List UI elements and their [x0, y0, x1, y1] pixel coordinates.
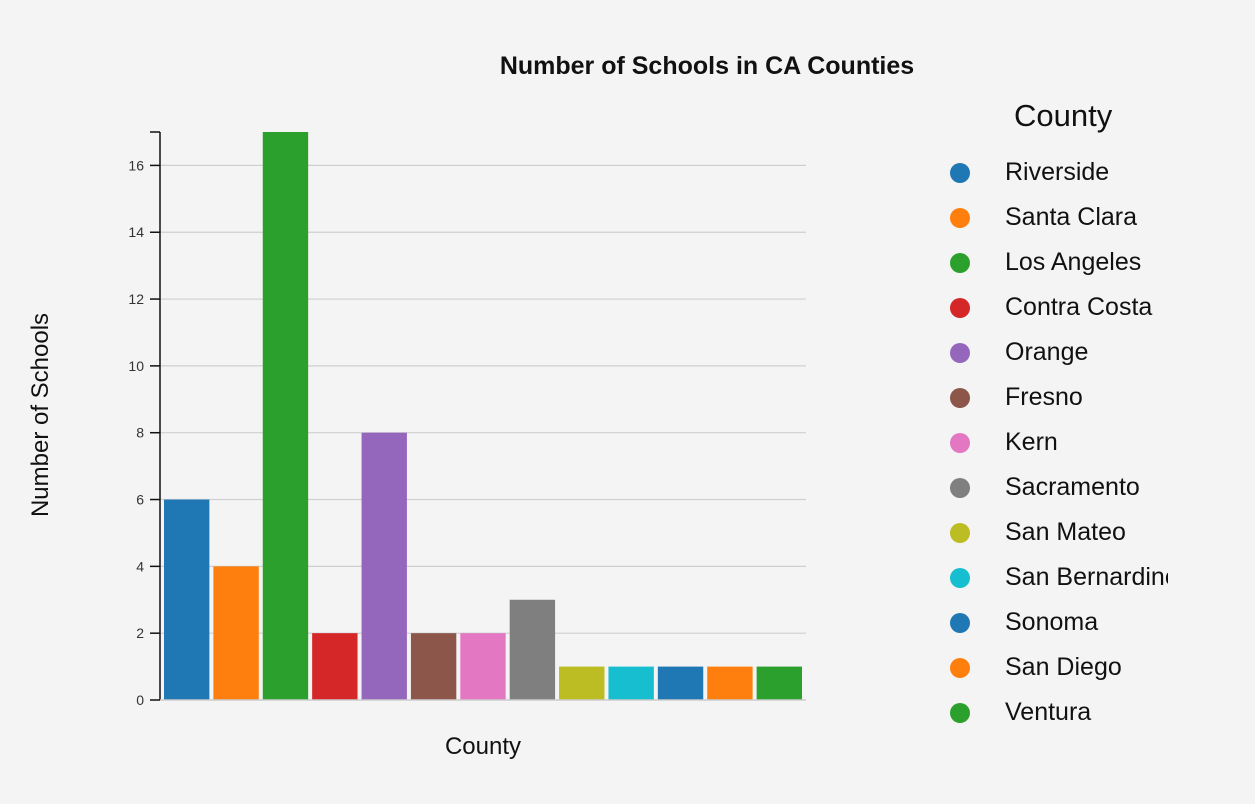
legend-swatch	[950, 567, 970, 588]
legend-swatch	[950, 522, 970, 543]
y-tick-label: 12	[128, 291, 144, 307]
legend-label: Ventura	[1005, 698, 1092, 726]
legend-swatch	[950, 702, 970, 723]
legend-label: Orange	[1005, 338, 1089, 366]
legend-item: Sonoma	[940, 600, 1180, 645]
legend-swatch	[950, 207, 970, 228]
chart-title: Number of Schools in CA Counties	[499, 52, 915, 80]
bar-orange	[361, 432, 407, 700]
legend-label: Santa Clara	[1005, 203, 1138, 231]
x-axis-label: County	[444, 733, 522, 760]
bar-ventura	[756, 666, 802, 700]
legend-label: Los Angeles	[1005, 248, 1142, 276]
bar-sonoma	[657, 666, 704, 700]
legend-label: San Diego	[1005, 653, 1122, 681]
legend-item: Orange	[940, 330, 1180, 375]
legend-swatch	[950, 612, 970, 633]
legend-swatch	[950, 297, 970, 318]
y-tick-label: 8	[136, 425, 144, 441]
legend-swatch	[950, 657, 970, 678]
legend-item: Fresno	[940, 375, 1180, 420]
legend-label: San Bernardino	[1005, 563, 1168, 591]
legend-item: Los Angeles	[940, 240, 1180, 285]
legend-swatch	[950, 252, 970, 273]
y-tick-label: 2	[136, 625, 144, 641]
legend-item: Kern	[940, 420, 1180, 465]
legend-item: San Diego	[940, 645, 1180, 690]
bar-contra-costa	[312, 633, 358, 700]
legend-swatch	[950, 342, 970, 363]
legend-label: San Mateo	[1005, 518, 1126, 546]
legend-label: Contra Costa	[1005, 293, 1153, 321]
legend-item: Ventura	[940, 690, 1180, 735]
legend: County Riverside Santa Clara Los Angeles Co…	[940, 98, 1180, 735]
bar-fresno	[410, 633, 457, 700]
y-tick-label: 6	[136, 492, 144, 508]
legend-swatch	[950, 432, 970, 453]
bar-riverside	[164, 499, 210, 700]
y-tick-label: 10	[128, 358, 144, 374]
y-tick-label: 0	[136, 692, 144, 708]
legend-item: Contra Costa	[940, 285, 1180, 330]
legend-item: Riverside	[940, 150, 1180, 195]
legend-swatch	[950, 387, 970, 408]
legend-item: Sacramento	[940, 465, 1180, 510]
legend-item: Santa Clara	[940, 195, 1180, 240]
legend-label: Kern	[1005, 428, 1058, 456]
bar-santa-clara	[213, 566, 259, 700]
legend-item: San Mateo	[940, 510, 1180, 555]
legend-title: County	[1014, 98, 1113, 133]
y-tick-label: 16	[128, 157, 144, 173]
bar-kern	[460, 633, 506, 700]
y-tick-label: 14	[128, 224, 144, 240]
bar-san-mateo	[559, 666, 605, 700]
legend-label: Sacramento	[1005, 473, 1140, 501]
bar-san-bernardino	[608, 666, 654, 700]
legend-item: San Bernardino	[940, 555, 1180, 600]
legend-swatch	[950, 477, 970, 498]
bar-san-diego	[707, 666, 753, 700]
y-tick-label: 4	[136, 558, 144, 574]
bar-los-angeles	[262, 132, 309, 700]
bar-sacramento	[509, 599, 556, 700]
legend-label: Sonoma	[1005, 608, 1099, 636]
legend-label: Riverside	[1005, 158, 1110, 186]
legend-label: Fresno	[1005, 383, 1083, 411]
legend-items: Riverside Santa Clara Los Angeles Contra Co…	[940, 150, 1180, 735]
legend-swatch	[950, 162, 970, 183]
